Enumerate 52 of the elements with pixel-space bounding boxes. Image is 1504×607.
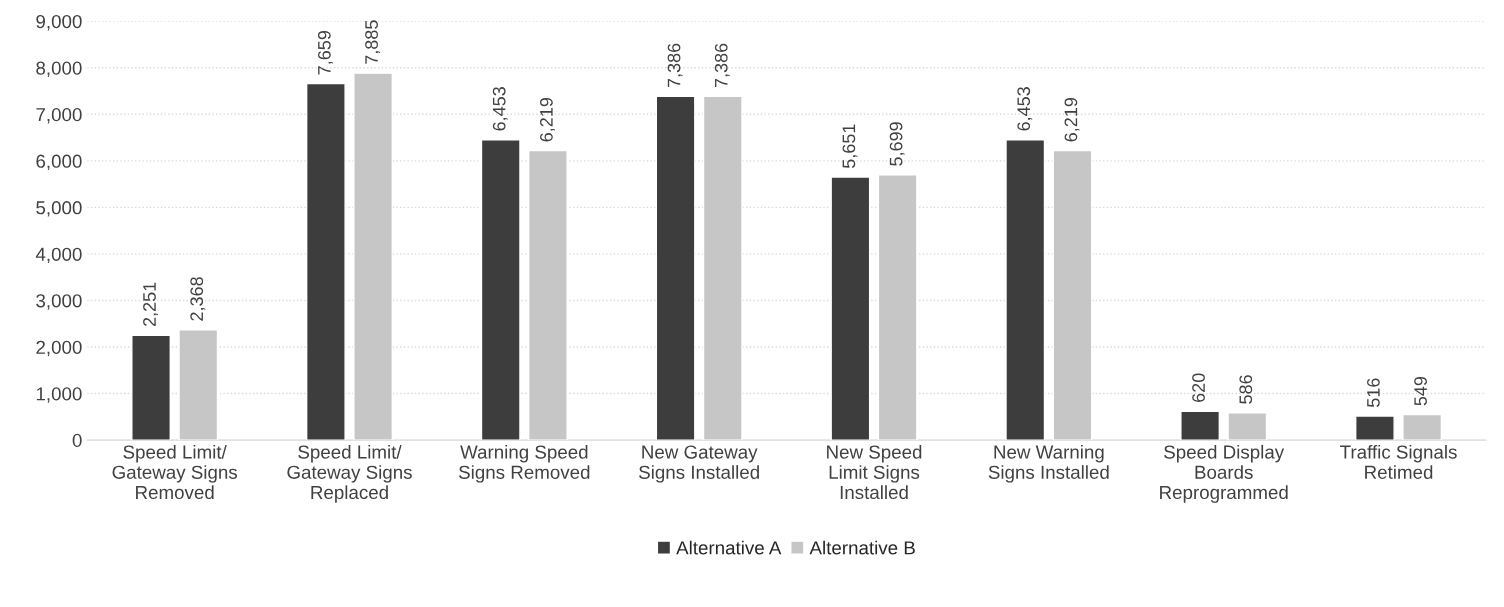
- data-label: 5,651: [842, 124, 858, 169]
- data-label: 586: [1239, 375, 1253, 404]
- bar: [528, 149, 568, 441]
- data-label: 6,219: [540, 98, 555, 142]
- data-label: 7,659: [317, 30, 333, 75]
- y-tick-label: 1,000: [36, 387, 82, 403]
- data-label: 2,251: [143, 282, 159, 327]
- bar: [1052, 149, 1093, 441]
- bar: [1180, 410, 1221, 441]
- x-tick-label: New Warning Signs Installed: [988, 444, 1109, 483]
- data-label: 5,699: [889, 122, 905, 166]
- data-label: 7,386: [714, 43, 730, 88]
- y-tick-label: 4,000: [35, 247, 82, 264]
- y-tick-label: 8,000: [36, 61, 82, 77]
- data-label: 620: [1192, 373, 1205, 402]
- bar: [353, 72, 394, 441]
- x-tick-label: Speed Limit/ Gateway Signs Removed: [112, 444, 238, 500]
- bar: [877, 174, 918, 441]
- bar: [1402, 413, 1443, 441]
- y-tick-label: 6,000: [36, 154, 82, 171]
- data-label: 6,453: [492, 87, 508, 131]
- x-tick-label: Warning Speed Signs Removed: [459, 444, 590, 483]
- bar: [655, 95, 696, 441]
- legend-label: Alternative B: [809, 540, 915, 555]
- y-tick-label: 0: [72, 433, 82, 448]
- y-tick-label: 2,000: [36, 340, 82, 357]
- y-tick-label: 3,000: [36, 294, 82, 310]
- y-tick-label: 7,000: [36, 108, 82, 124]
- bar: [305, 82, 346, 441]
- x-tick-label: Speed Display Boards Reprogrammed: [1160, 444, 1288, 503]
- y-tick-label: 9,000: [36, 14, 82, 31]
- legend-label: Alternative A: [676, 540, 782, 555]
- data-label: 2,368: [190, 277, 206, 321]
- x-tick-label: New Gateway Signs Installed: [639, 445, 759, 483]
- x-tick-label: New Speed Limit Signs Installed: [827, 444, 922, 500]
- bar: [702, 95, 743, 441]
- bar: [131, 334, 171, 441]
- bar: [1355, 415, 1395, 441]
- bar: [480, 139, 521, 441]
- x-tick-label: Speed Limit/ Gateway Signs Replaced: [287, 444, 412, 503]
- bar: [178, 329, 219, 441]
- data-label: 6,453: [1017, 87, 1033, 131]
- data-label: 7,885: [365, 20, 381, 64]
- bar: [1227, 412, 1268, 441]
- data-label: 549: [1414, 376, 1427, 406]
- data-label: 516: [1366, 378, 1380, 408]
- data-label: 6,219: [1064, 98, 1080, 142]
- x-tick-label: Traffic Signals Retimed: [1340, 444, 1457, 479]
- y-tick-label: 5,000: [36, 201, 82, 217]
- bar: [1005, 139, 1046, 441]
- bar: [830, 176, 871, 441]
- data-label: 7,386: [667, 43, 683, 88]
